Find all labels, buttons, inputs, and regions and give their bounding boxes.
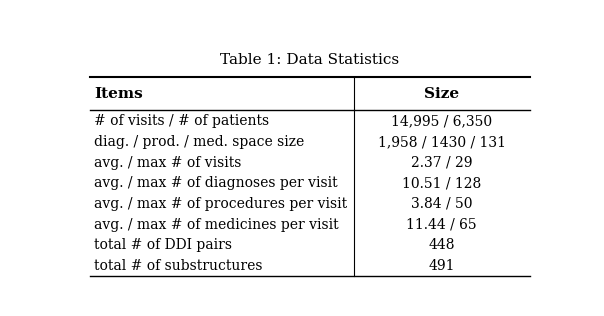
Text: 10.51 / 128: 10.51 / 128 (402, 176, 481, 190)
Text: # of visits / # of patients: # of visits / # of patients (94, 114, 269, 128)
Text: 11.44 / 65: 11.44 / 65 (406, 218, 477, 232)
Text: avg. / max # of medicines per visit: avg. / max # of medicines per visit (94, 218, 339, 232)
Text: avg. / max # of visits: avg. / max # of visits (94, 155, 242, 170)
Text: 3.84 / 50: 3.84 / 50 (411, 197, 472, 211)
Text: avg. / max # of procedures per visit: avg. / max # of procedures per visit (94, 197, 347, 211)
Text: Table 1: Data Statistics: Table 1: Data Statistics (220, 52, 399, 67)
Text: diag. / prod. / med. space size: diag. / prod. / med. space size (94, 135, 304, 149)
Text: avg. / max # of diagnoses per visit: avg. / max # of diagnoses per visit (94, 176, 338, 190)
Text: 448: 448 (428, 238, 455, 252)
Text: total # of DDI pairs: total # of DDI pairs (94, 238, 232, 252)
Text: 2.37 / 29: 2.37 / 29 (411, 155, 472, 170)
Text: 1,958 / 1430 / 131: 1,958 / 1430 / 131 (378, 135, 506, 149)
Text: total # of substructures: total # of substructures (94, 259, 263, 273)
Text: Size: Size (424, 87, 459, 101)
Text: Items: Items (94, 87, 143, 101)
Text: 14,995 / 6,350: 14,995 / 6,350 (391, 114, 492, 128)
Text: 491: 491 (428, 259, 455, 273)
